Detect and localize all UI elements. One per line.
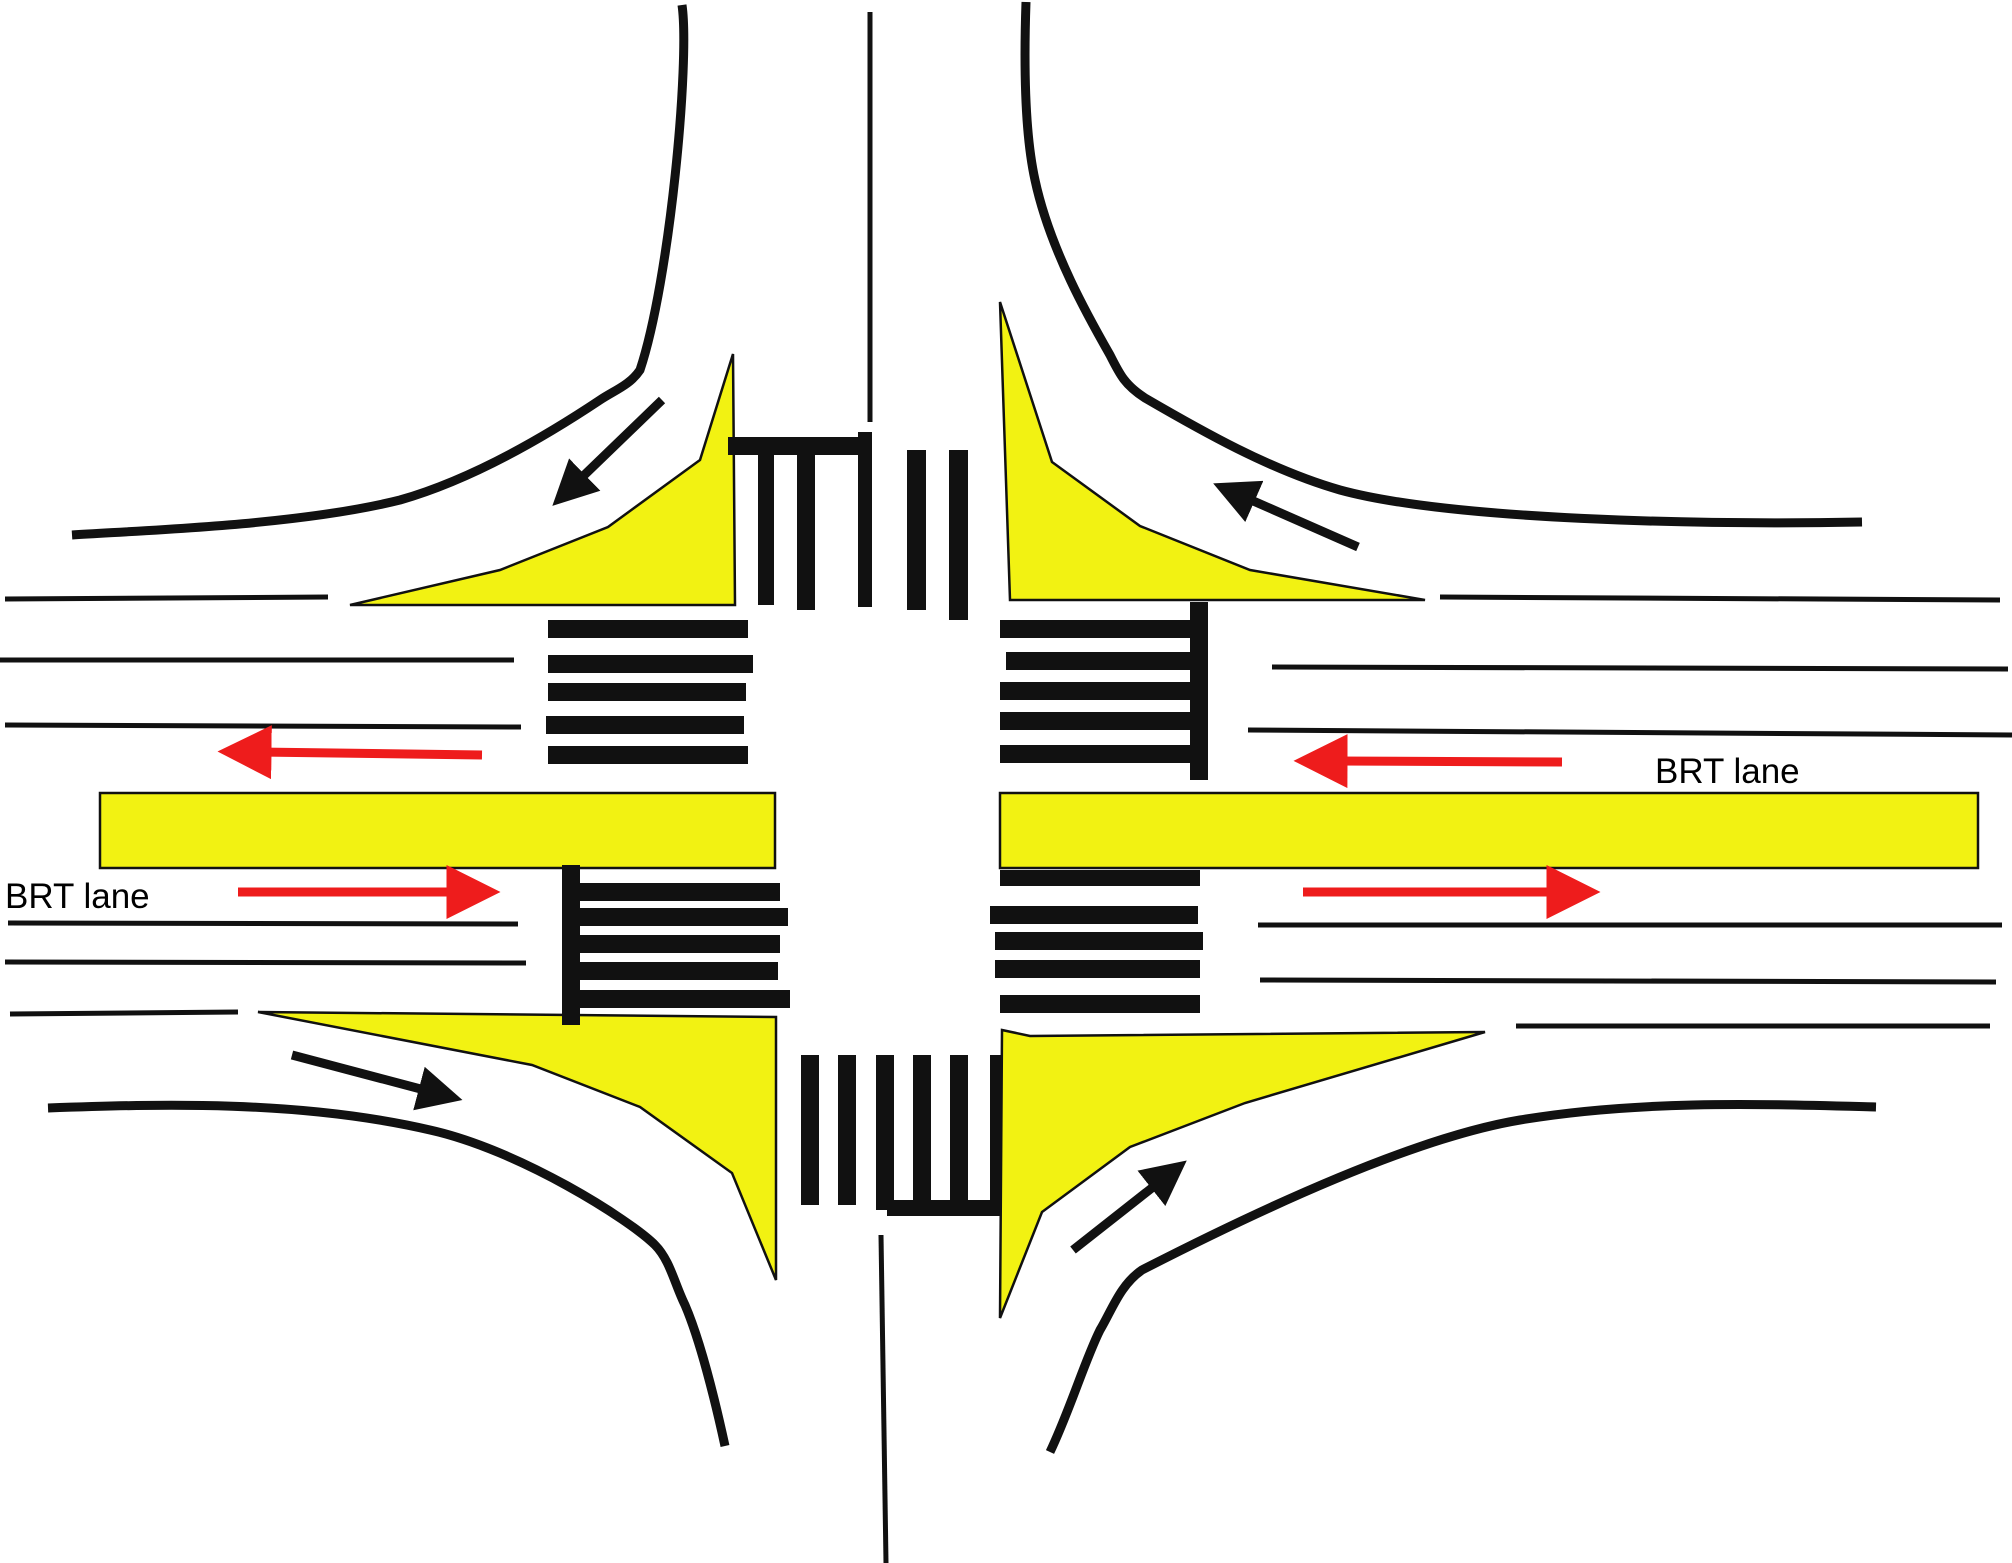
- crosswalk-stripe: [907, 450, 926, 610]
- crosswalk-stripe: [876, 1055, 894, 1210]
- crosswalk-south: [801, 1055, 1002, 1216]
- island-southeast: [998, 1028, 1486, 1319]
- crosswalk-stripe: [1000, 682, 1190, 700]
- crosswalk-stripe: [548, 683, 746, 701]
- crosswalk-stripe: [838, 1055, 856, 1205]
- crosswalk-stripe: [950, 1055, 968, 1205]
- lane-line: [1271, 664, 2009, 672]
- crosswalk-stripe: [990, 906, 1198, 924]
- lane-line: [1259, 977, 1997, 985]
- lane-line: [7, 920, 519, 927]
- island-southwest: [257, 1010, 778, 1281]
- kerb-northeast: [1020, 1, 1863, 528]
- crosswalk-stripe: [548, 746, 748, 764]
- kerb-southeast: [1045, 1100, 1877, 1454]
- stop-line: [858, 432, 872, 607]
- brt-median-east: [998, 791, 1980, 870]
- lane-line: [1439, 594, 2001, 603]
- lane-lines: [0, 12, 2012, 1563]
- crosswalk-stripe: [949, 450, 968, 620]
- lane-line: [4, 594, 329, 602]
- island-northwest: [349, 353, 737, 607]
- crosswalk-stripe: [758, 452, 774, 605]
- stop-line: [728, 437, 858, 455]
- turn-arrows: [290, 396, 1360, 1254]
- corner-kerbs: [47, 1, 1877, 1454]
- brt-arrow-westbound-east: [1293, 734, 1563, 789]
- traffic-islands: [98, 301, 1980, 1319]
- crosswalk-stripe: [548, 620, 748, 638]
- brt-lane-label-west: BRT lane: [5, 877, 150, 916]
- island-northeast: [998, 301, 1426, 602]
- crosswalk-north: [728, 432, 968, 620]
- crosswalk-stripe: [580, 883, 780, 901]
- turn-arrow-northeast: [1213, 480, 1360, 552]
- crosswalk-stripe: [580, 935, 780, 953]
- crosswalk-stripe: [580, 908, 788, 926]
- crosswalk-stripe: [1000, 620, 1190, 638]
- stop-line: [1000, 870, 1200, 886]
- crosswalk-stripe: [1000, 995, 1200, 1013]
- crosswalk-stripe: [1000, 712, 1190, 730]
- crosswalk-stripe: [1006, 652, 1190, 670]
- kerb-southwest: [47, 1100, 730, 1447]
- stop-line: [1190, 602, 1208, 780]
- brt-arrows: [217, 725, 1601, 919]
- crosswalk-stripe: [801, 1055, 819, 1205]
- crosswalk-stripe: [995, 932, 1203, 950]
- brt-lane-label-east: BRT lane: [1655, 752, 1800, 791]
- brt-median-west: [98, 791, 777, 870]
- lane-line: [9, 1009, 239, 1017]
- stop-line: [990, 1055, 1002, 1203]
- stop-line: [562, 865, 580, 1025]
- crosswalk-stripe: [797, 452, 815, 610]
- crosswalk-east-upper: [1000, 602, 1208, 780]
- crosswalk-stripe: [546, 716, 744, 734]
- crosswalk-east-lower: [990, 870, 1203, 1013]
- lane-line: [1247, 727, 2012, 738]
- turn-arrow-southeast: [1070, 1160, 1187, 1254]
- crosswalk-west-upper: [546, 620, 753, 764]
- crosswalk-stripe: [1000, 745, 1190, 763]
- lane-line: [878, 1234, 889, 1563]
- kerb-northwest: [71, 4, 689, 540]
- turn-arrow-northwest: [552, 396, 666, 506]
- crosswalk-stripe: [913, 1055, 931, 1205]
- stop-line: [887, 1200, 1000, 1216]
- crosswalk-stripe: [995, 960, 1200, 978]
- crosswalk-stripe: [580, 962, 778, 980]
- turn-arrow-southwest: [290, 1050, 463, 1111]
- crosswalk-stripe: [580, 990, 790, 1008]
- crosswalk-west-lower: [562, 865, 790, 1025]
- lane-line: [4, 722, 522, 730]
- crosswalk-stripe: [548, 655, 753, 673]
- brt-arrow-westbound-west: [217, 725, 483, 780]
- lane-line: [4, 959, 527, 966]
